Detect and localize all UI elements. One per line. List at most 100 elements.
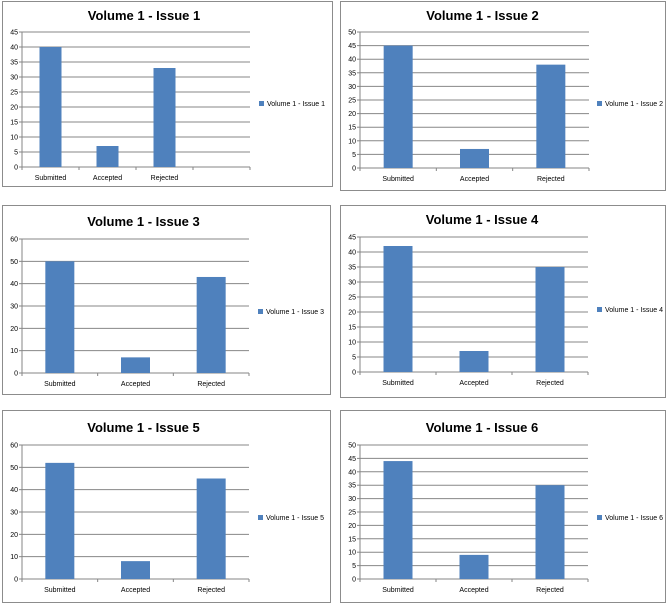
y-tick-label: 50 [348,443,356,450]
legend-label: Volume 1 - Issue 4 [605,307,663,314]
y-tick-label: 0 [14,371,18,378]
bar [535,485,565,579]
bar [459,351,489,372]
y-tick-label: 5 [352,563,356,570]
y-tick-label: 35 [348,483,356,490]
y-tick-label: 30 [348,84,356,91]
bar [383,246,413,372]
x-category-label: Submitted [44,587,76,594]
y-tick-label: 45 [10,30,18,37]
y-tick-label: 45 [348,456,356,463]
y-tick-label: 30 [10,510,18,517]
legend-label: Volume 1 - Issue 1 [267,101,325,108]
x-category-label: Accepted [121,381,150,388]
bar-chart: Volume 1 - Issue 4 0 5 10 15 20 25 30 35 40 45 Subm… [348,212,663,387]
chart-panel-issue-3: Volume 1 - Issue 3 0 10 20 30 40 50 60 Submitted… [2,205,331,395]
chart-panel-issue-6: Volume 1 - Issue 6 0 5 10 15 20 25 30 35 40 45 50 Su… [340,410,666,603]
y-tick-label: 25 [10,90,18,97]
legend-swatch [259,101,264,106]
x-category-label: Rejected [197,381,225,388]
y-tick-label: 15 [10,120,18,127]
bar [121,561,150,579]
y-tick-label: 50 [348,30,356,37]
chart-title: Volume 1 - Issue 1 [88,8,200,23]
y-tick-label: 30 [348,496,356,503]
y-tick-label: 15 [348,125,356,132]
y-tick-label: 45 [348,235,356,242]
y-tick-label: 60 [10,237,18,244]
legend-label: Volume 1 - Issue 3 [266,309,324,316]
y-tick-label: 30 [10,304,18,311]
bar [459,554,489,579]
bar [383,45,413,168]
chart-title: Volume 1 - Issue 6 [426,420,538,435]
bar [45,261,75,373]
y-tick-label: 10 [348,340,356,347]
y-tick-label: 35 [348,70,356,77]
y-tick-label: 0 [352,577,356,584]
y-tick-label: 10 [348,138,356,145]
x-category-label: Submitted [382,176,414,183]
legend-swatch [258,309,263,314]
y-tick-label: 0 [352,166,356,173]
y-tick-label: 5 [14,150,18,157]
bar-chart: Volume 1 - Issue 5 0 10 20 30 40 50 60 Submitted… [10,420,324,594]
y-tick-label: 40 [348,250,356,257]
y-tick-label: 40 [348,469,356,476]
chart-panel-issue-1: Volume 1 - Issue 1 0 5 10 15 20 25 30 35 40 45 Subm… [2,1,333,187]
chart-title: Volume 1 - Issue 2 [426,8,538,23]
y-tick-label: 35 [348,265,356,272]
bar [96,146,119,167]
y-tick-label: 20 [10,326,18,333]
x-category-label: Accepted [460,176,489,183]
legend-label: Volume 1 - Issue 6 [605,515,663,522]
bar [39,47,62,167]
chart-title: Volume 1 - Issue 4 [426,212,539,227]
y-tick-label: 25 [348,510,356,517]
legend-swatch [258,515,263,520]
chart-panel-issue-5: Volume 1 - Issue 5 0 10 20 30 40 50 60 Submitted… [2,410,331,603]
x-category-label: Rejected [197,587,225,594]
y-tick-label: 25 [348,295,356,302]
bar [535,267,565,372]
y-tick-label: 25 [348,98,356,105]
y-tick-label: 50 [10,465,18,472]
bar [45,462,75,579]
y-tick-label: 40 [10,487,18,494]
x-category-label: Accepted [121,587,150,594]
y-tick-label: 10 [10,554,18,561]
y-tick-label: 10 [10,135,18,142]
y-tick-label: 15 [348,325,356,332]
y-tick-label: 5 [352,355,356,362]
y-tick-label: 30 [348,280,356,287]
bar-chart: Volume 1 - Issue 1 0 5 10 15 20 25 30 35 40 45 Subm… [10,8,325,182]
y-tick-label: 40 [10,45,18,52]
y-tick-label: 45 [348,43,356,50]
chart-panel-issue-4: Volume 1 - Issue 4 0 5 10 15 20 25 30 35 40 45 Subm… [340,205,666,398]
legend-label: Volume 1 - Issue 5 [266,515,324,522]
y-tick-label: 0 [352,370,356,377]
y-tick-label: 35 [10,60,18,67]
bar [383,461,413,579]
y-tick-label: 30 [10,75,18,82]
y-tick-label: 20 [348,523,356,530]
y-tick-label: 0 [14,577,18,584]
y-tick-label: 40 [10,281,18,288]
x-category-label: Submitted [382,587,414,594]
legend-label: Volume 1 - Issue 2 [605,101,663,108]
bar [196,478,226,579]
chart-panel-issue-2: Volume 1 - Issue 2 0 5 10 15 20 25 30 35 40 45 50 Su… [340,1,666,191]
y-tick-label: 50 [10,259,18,266]
legend-swatch [597,307,602,312]
x-category-label: Accepted [93,175,122,182]
y-tick-label: 20 [348,111,356,118]
chart-title: Volume 1 - Issue 3 [87,214,199,229]
x-category-label: Accepted [459,587,488,594]
x-category-label: Rejected [537,176,565,183]
bar [121,357,150,373]
x-category-label: Rejected [151,175,179,182]
y-tick-label: 0 [14,165,18,172]
bar [536,64,566,168]
y-tick-label: 20 [10,105,18,112]
x-category-label: Rejected [536,380,564,387]
